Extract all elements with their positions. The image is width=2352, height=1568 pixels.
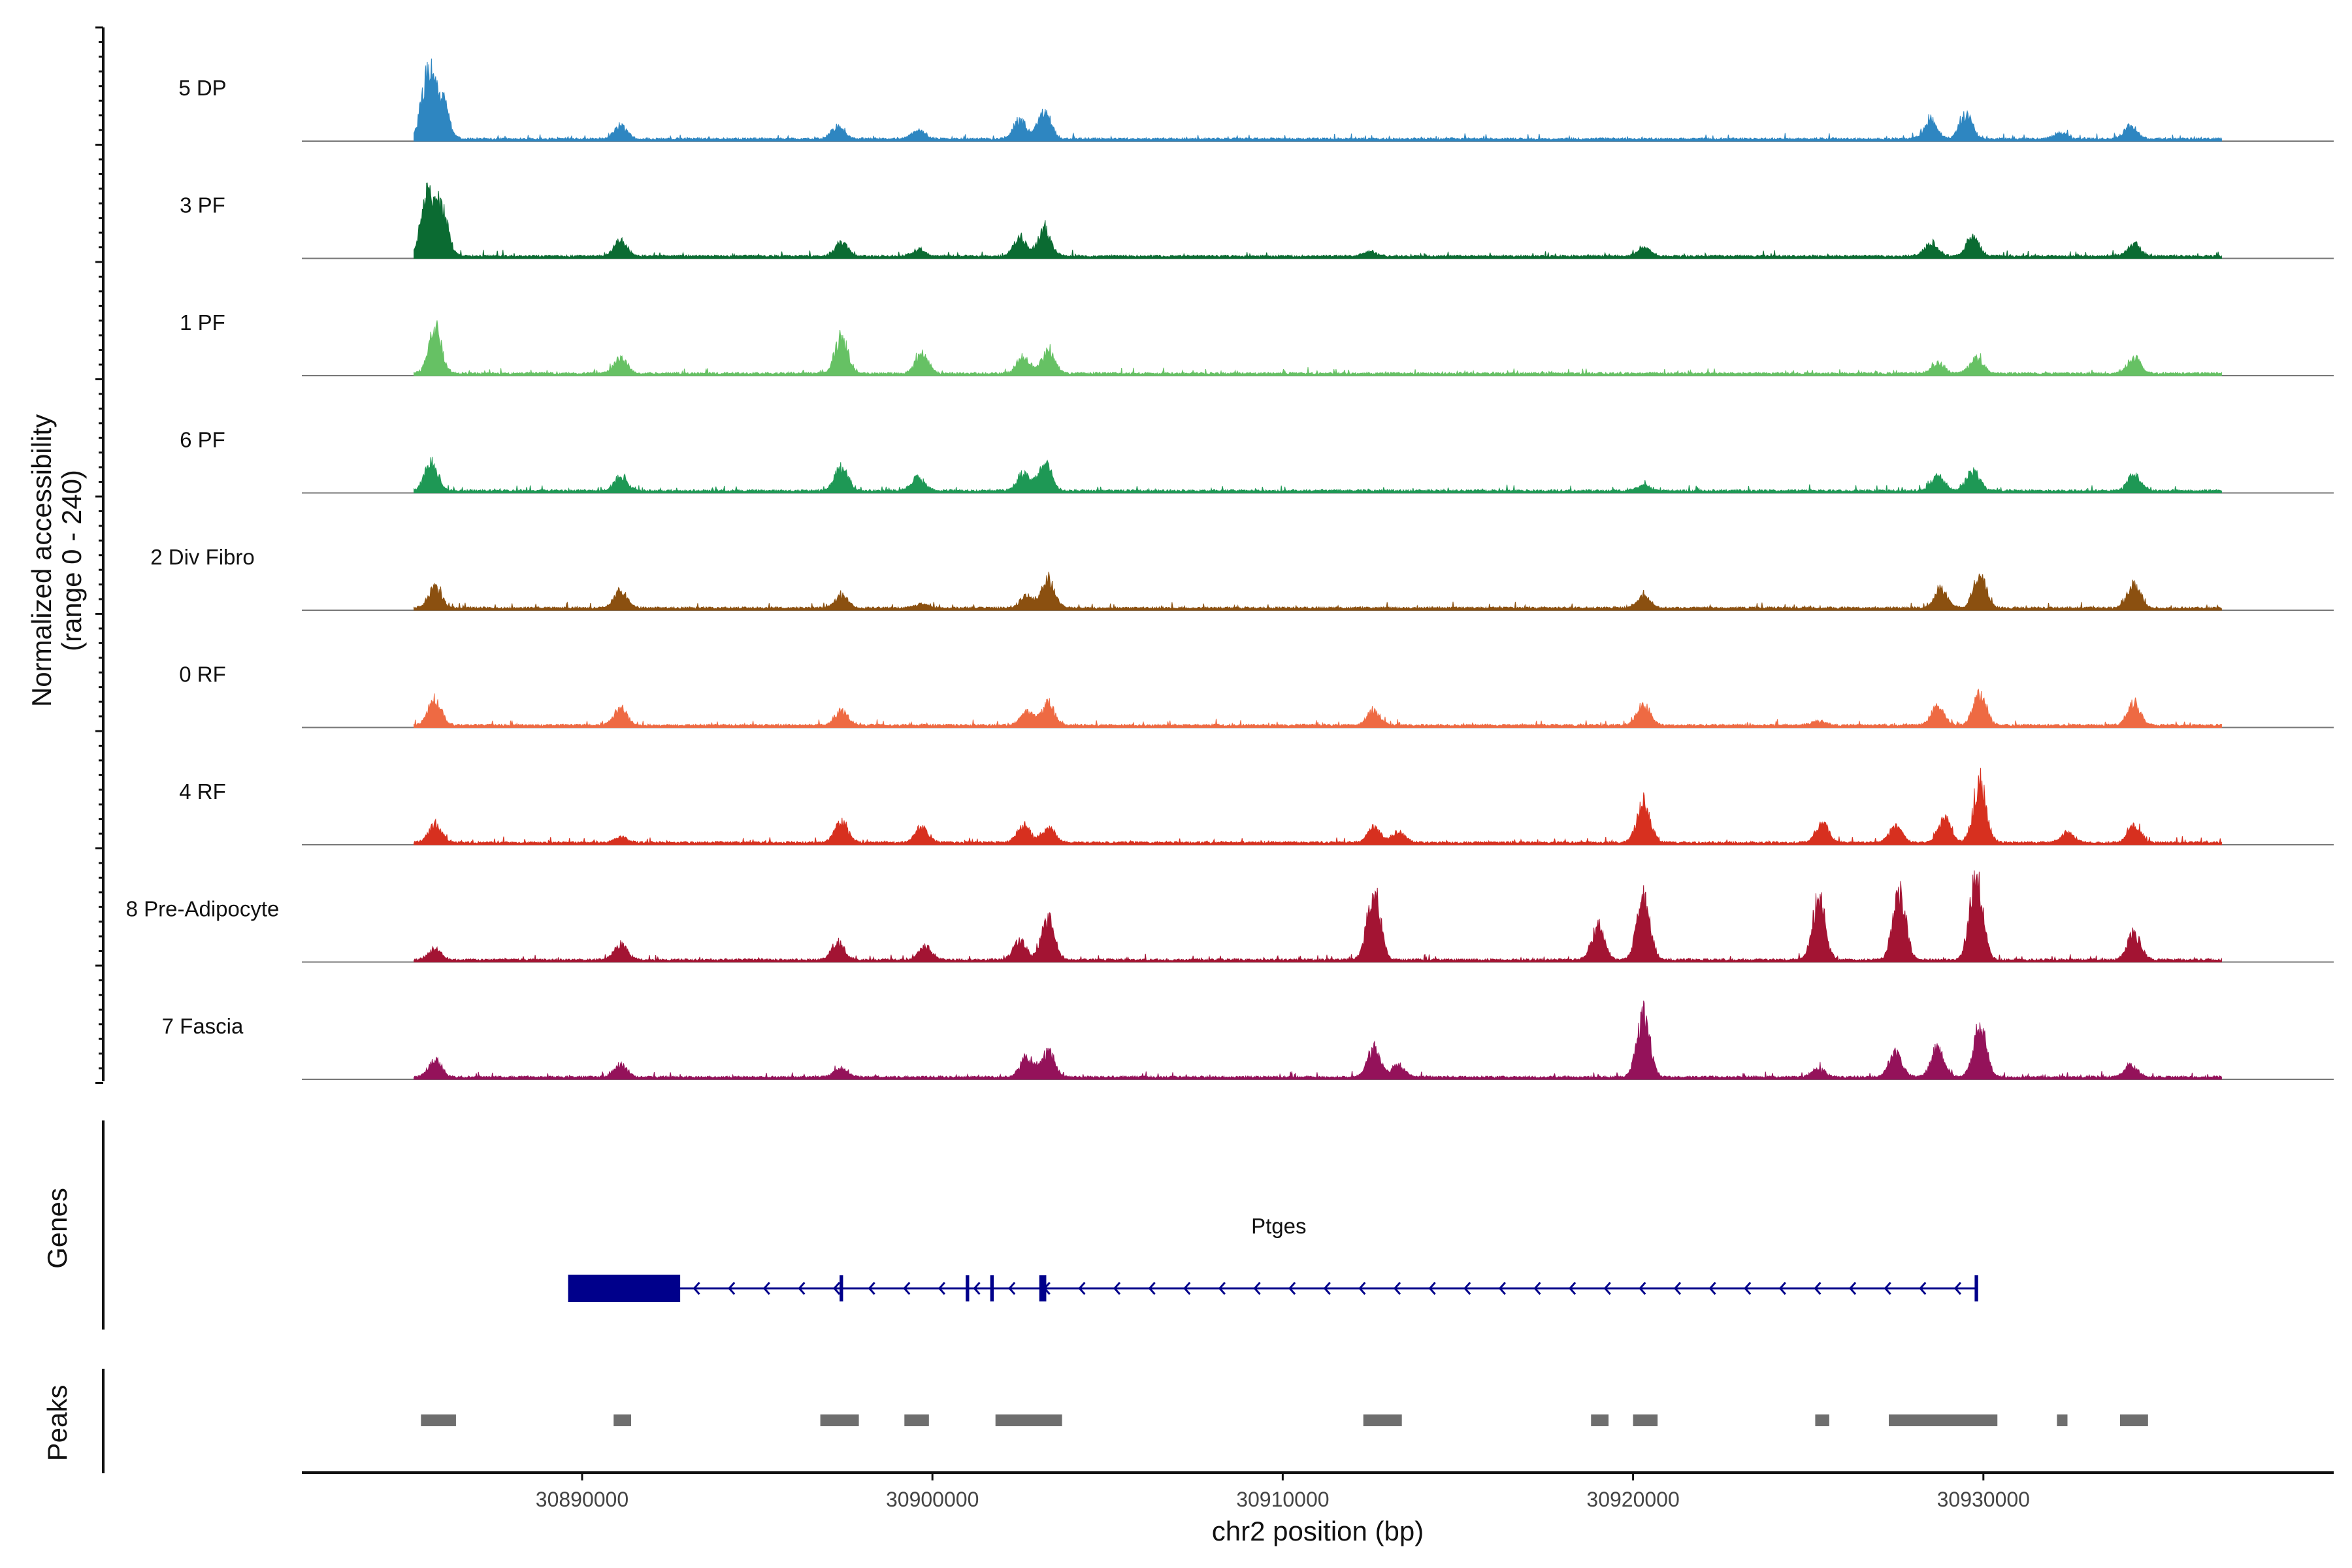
coverage-area — [414, 58, 2222, 142]
peak-region — [820, 1414, 859, 1426]
track-label: 7 Fascia — [162, 1014, 244, 1038]
track-1-pf: 1 PF — [180, 310, 2334, 376]
peak-region — [2119, 1414, 2148, 1426]
strand-arrow — [1008, 1282, 1016, 1295]
strand-arrow — [833, 1282, 841, 1295]
peak-region — [1363, 1414, 1402, 1426]
strand-arrow — [762, 1282, 770, 1295]
strand-arrow — [1463, 1282, 1471, 1295]
strand-arrow — [1708, 1282, 1716, 1295]
strand-arrow — [1113, 1282, 1121, 1295]
peak-region — [613, 1414, 632, 1426]
track-5-dp: 5 DP — [178, 58, 2334, 142]
strand-arrow — [1533, 1282, 1541, 1295]
strand-arrow — [1393, 1282, 1401, 1295]
peak-region — [1633, 1414, 1658, 1426]
peak-region — [904, 1414, 929, 1426]
strand-arrow — [1078, 1282, 1086, 1295]
track-label: 0 RF — [179, 662, 226, 687]
track-7-fascia: 7 Fascia — [162, 1000, 2334, 1080]
strand-arrow — [1428, 1282, 1436, 1295]
track-label: 6 PF — [180, 428, 225, 452]
track-6-pf: 6 PF — [180, 428, 2334, 494]
coverage-area — [414, 688, 2222, 728]
strand-arrow — [903, 1282, 911, 1295]
peak-region — [2057, 1414, 2068, 1426]
track-label: 5 DP — [178, 76, 226, 100]
gene-exon — [990, 1275, 994, 1301]
coverage-y-axis-range: (range 0 - 240) — [56, 470, 87, 651]
gene-exon — [840, 1275, 843, 1301]
peak-region — [995, 1414, 1062, 1426]
x-tick-label: 30920000 — [1586, 1488, 1679, 1511]
peak-region — [1815, 1414, 1829, 1426]
strand-arrow — [868, 1282, 875, 1295]
track-4-rf: 4 RF — [179, 768, 2334, 845]
track-2-div-fibro: 2 Div Fibro — [150, 545, 2334, 611]
strand-arrow — [1288, 1282, 1296, 1295]
strand-arrow — [938, 1282, 946, 1295]
peak-region — [1591, 1414, 1609, 1426]
strand-arrow — [798, 1282, 806, 1295]
strand-arrow — [1183, 1282, 1191, 1295]
strand-arrow — [728, 1282, 736, 1295]
track-3-pf: 3 PF — [180, 182, 2334, 259]
gene-model-ptges: Ptges — [568, 1214, 1978, 1302]
coverage-area — [414, 870, 2222, 962]
strand-arrow — [693, 1282, 700, 1295]
strand-arrow — [1744, 1282, 1752, 1295]
gene-exon — [1974, 1275, 1978, 1301]
peak-region — [421, 1414, 456, 1426]
strand-arrow — [1639, 1282, 1646, 1295]
coverage-area — [414, 320, 2222, 376]
coverage-area — [414, 572, 2222, 611]
coverage-area — [414, 1000, 2222, 1080]
peak-regions — [421, 1414, 2148, 1426]
strand-arrow — [1919, 1282, 1927, 1295]
track-label: 1 PF — [180, 310, 225, 335]
track-label: 4 RF — [179, 779, 226, 804]
track-label: 3 PF — [180, 193, 225, 218]
track-label: 8 Pre-Adipocyte — [126, 897, 280, 921]
strand-arrow — [1603, 1282, 1611, 1295]
strand-arrow — [1218, 1282, 1226, 1295]
x-tick-label: 30900000 — [886, 1488, 979, 1511]
x-axis-ticks: 30890000 30900000 30910000 30920000 30930000 — [536, 1473, 2030, 1511]
gene-exon — [966, 1275, 970, 1301]
gene-utr-exon — [568, 1275, 681, 1302]
strand-arrow — [973, 1282, 981, 1295]
x-tick-label: 30910000 — [1236, 1488, 1329, 1511]
coverage-tracks: 5 DP 3 PF 1 PF 6 PF 2 Div Fibro 0 RF 4 RF 8 Pre… — [126, 58, 2334, 1080]
track-label: 2 Div Fibro — [150, 545, 255, 569]
genes-panel-title: Genes — [42, 1188, 73, 1269]
gene-exon — [1039, 1275, 1047, 1301]
strand-arrow — [1253, 1282, 1261, 1295]
x-axis-title: chr2 position (bp) — [1212, 1516, 1424, 1546]
track-8-pre-adipocyte: 8 Pre-Adipocyte — [126, 870, 2334, 963]
strand-arrow — [1323, 1282, 1331, 1295]
peak-region — [1889, 1414, 1998, 1426]
strand-arrow — [1498, 1282, 1506, 1295]
strand-arrow — [1953, 1282, 1962, 1295]
strand-arrow — [1569, 1282, 1576, 1295]
strand-arrow — [1814, 1282, 1821, 1295]
coverage-y-axis-title: Normalized accessibility — [26, 414, 57, 707]
strand-arrow — [1148, 1282, 1156, 1295]
track-0-rf: 0 RF — [179, 662, 2334, 728]
coverage-y-axis-ticks — [95, 26, 103, 1084]
gene-name-label: Ptges — [1251, 1214, 1306, 1238]
strand-arrow — [1849, 1282, 1857, 1295]
strand-arrow — [1673, 1282, 1682, 1295]
strand-arrow — [1778, 1282, 1786, 1295]
peaks-panel-title: Peaks — [42, 1385, 73, 1462]
strand-arrow — [1884, 1282, 1891, 1295]
coverage-area — [414, 457, 2222, 493]
coverage-area — [414, 768, 2222, 845]
x-tick-label: 30890000 — [536, 1488, 629, 1511]
x-tick-label: 30930000 — [1937, 1488, 2030, 1511]
strand-arrow — [1358, 1282, 1366, 1295]
coverage-area — [414, 182, 2222, 259]
